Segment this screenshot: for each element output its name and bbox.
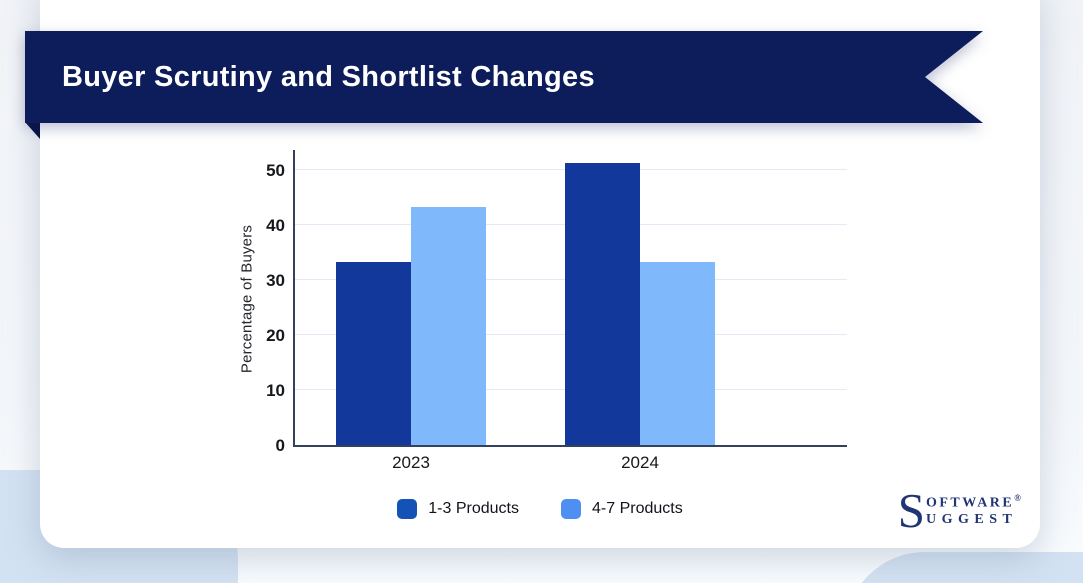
page-title: Buyer Scrutiny and Shortlist Changes — [62, 60, 595, 93]
logo-wordmark: OFTWARE® UGGEST — [926, 493, 1021, 529]
logo-big-s: S — [897, 483, 925, 538]
registered-trademark-icon: ® — [1014, 492, 1021, 503]
title-ribbon: Buyer Scrutiny and Shortlist Changes — [25, 31, 983, 123]
bottom-right-decor-shape — [845, 552, 1083, 583]
title-ribbon-banner: Buyer Scrutiny and Shortlist Changes — [25, 31, 983, 123]
software-suggest-logo: S OFTWARE® UGGEST — [897, 483, 1021, 538]
ribbon-fold — [25, 122, 40, 139]
logo-line-software: OFTWARE® — [925, 492, 1021, 511]
logo-line-suggest: UGGEST — [925, 512, 1018, 528]
